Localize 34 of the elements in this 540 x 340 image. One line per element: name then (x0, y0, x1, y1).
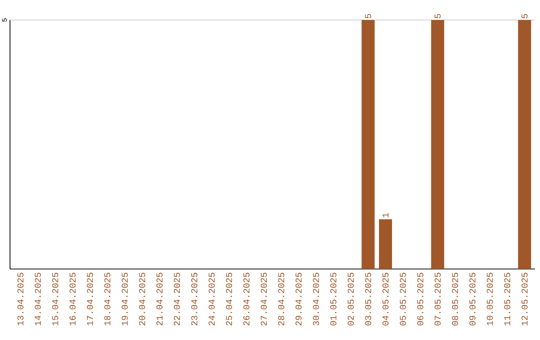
x-tick-label: 30.04.2025 (312, 272, 320, 326)
x-tick-label: 12.05.2025 (522, 272, 528, 326)
x-tick-label: 08.05.2025 (452, 272, 458, 326)
x-tick-label: 28.04.2025 (278, 272, 284, 326)
x-tick-label: 23.04.2025 (191, 272, 198, 326)
x-tick-label: 14.04.2025 (34, 272, 41, 326)
x-tick-label: 27.04.2025 (260, 272, 267, 326)
x-tick-label: 15.04.2025 (52, 272, 58, 326)
x-tick-label: 17.04.2025 (86, 272, 94, 326)
x-tick-label: 22.04.2025 (174, 272, 180, 326)
x-tick-label: 13.04.2025 (17, 272, 24, 326)
x-tick-label: 11.05.2025 (504, 272, 510, 326)
x-tick-label: 24.04.2025 (208, 272, 215, 326)
x-tick-label: 18.04.2025 (104, 272, 110, 326)
data-label: 5 (434, 14, 441, 18)
x-tick-label: 06.05.2025 (417, 272, 424, 326)
x-tick-label: 20.04.2025 (139, 272, 146, 326)
x-tick-label: 10.05.2025 (486, 272, 493, 326)
x-tick-label: 26.04.2025 (243, 272, 250, 326)
x-tick-label: 21.04.2025 (156, 272, 163, 326)
x-tick-label: 01.05.2025 (330, 272, 336, 326)
x-tick-label: 19.04.2025 (122, 272, 128, 326)
x-tick-label: 25.04.2025 (226, 272, 232, 326)
data-label: 5 (365, 14, 372, 18)
data-label: 5 (522, 14, 528, 18)
x-tick-label: 07.05.2025 (434, 272, 441, 326)
x-tick-label: 05.05.2025 (400, 272, 406, 326)
x-tick-label: 04.05.2025 (382, 272, 389, 326)
x-tick-label: 02.05.2025 (348, 272, 354, 326)
x-tick-label: 16.04.2025 (70, 272, 76, 326)
x-tick-label: 09.05.2025 (469, 272, 476, 326)
x-tick-label: 03.05.2025 (365, 272, 372, 326)
data-label: 1 (382, 213, 388, 218)
x-tick-label: 29.04.2025 (296, 272, 302, 326)
